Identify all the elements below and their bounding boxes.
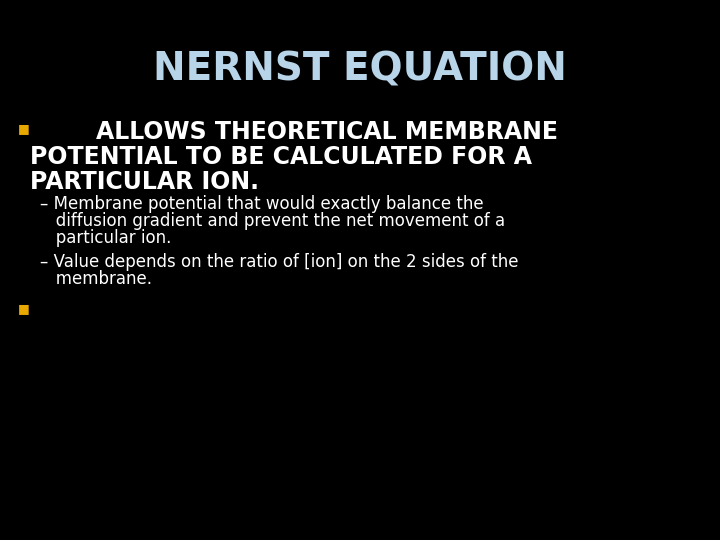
Text: – Value depends on the ratio of [ion] on the 2 sides of the: – Value depends on the ratio of [ion] on… <box>40 253 518 271</box>
Text: ALLOWS THEORETICAL MEMBRANE: ALLOWS THEORETICAL MEMBRANE <box>30 120 558 144</box>
Text: ■: ■ <box>18 302 30 315</box>
Text: POTENTIAL TO BE CALCULATED FOR A: POTENTIAL TO BE CALCULATED FOR A <box>30 145 532 169</box>
Text: NERNST EQUATION: NERNST EQUATION <box>153 50 567 88</box>
Text: ■: ■ <box>18 122 30 135</box>
Text: diffusion gradient and prevent the net movement of a: diffusion gradient and prevent the net m… <box>40 212 505 230</box>
Text: – Membrane potential that would exactly balance the: – Membrane potential that would exactly … <box>40 195 484 213</box>
Text: PARTICULAR ION.: PARTICULAR ION. <box>30 170 259 194</box>
Text: particular ion.: particular ion. <box>40 229 171 247</box>
Text: membrane.: membrane. <box>40 270 152 288</box>
